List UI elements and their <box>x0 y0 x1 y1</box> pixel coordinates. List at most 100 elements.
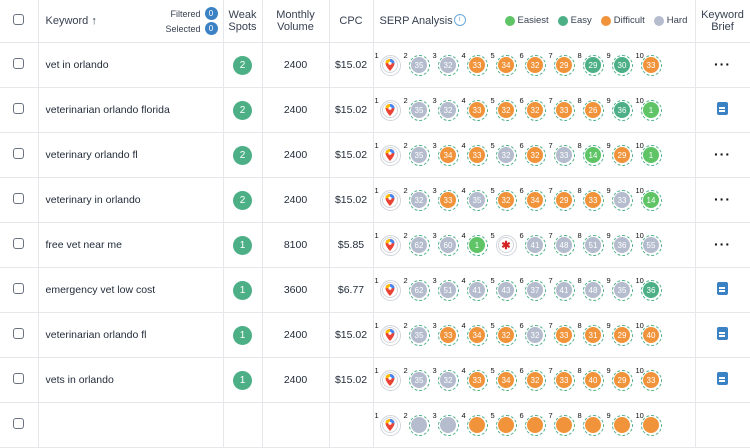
row-checkbox[interactable] <box>13 58 25 69</box>
serp-position[interactable]: 4 33 <box>462 96 491 123</box>
serp-score-badge[interactable]: 35 <box>411 327 427 343</box>
serp-score-badge[interactable]: 33 <box>469 57 485 73</box>
serp-score-badge[interactable]: 34 <box>527 192 543 208</box>
serp-position[interactable]: 2 35 <box>404 96 433 123</box>
keyword-header[interactable]: Keyword ↑ Filtered 0 Selected 0 <box>38 0 224 43</box>
serp-position[interactable]: 5 32 <box>491 321 520 348</box>
serp-position[interactable]: 5 34 <box>491 51 520 78</box>
serp-score-badge[interactable]: 35 <box>469 192 485 208</box>
row-checkbox[interactable] <box>13 373 25 384</box>
serp-score-badge[interactable] <box>556 417 572 433</box>
keyword-text[interactable]: emergency vet low cost <box>45 284 156 296</box>
serp-score-badge[interactable]: 33 <box>469 102 485 118</box>
serp-score-badge[interactable]: 32 <box>440 372 456 388</box>
serp-score-badge[interactable]: 1 <box>643 147 659 163</box>
serp-score-badge[interactable]: 32 <box>527 327 543 343</box>
serp-position[interactable]: 9 <box>607 411 636 438</box>
serp-score-badge[interactable]: 35 <box>411 147 427 163</box>
serp-score-badge[interactable]: 32 <box>440 57 456 73</box>
serp-position[interactable]: 4 41 <box>462 276 491 303</box>
serp-score-badge[interactable]: 37 <box>527 282 543 298</box>
serp-score-badge[interactable] <box>585 417 601 433</box>
keyword-text[interactable]: veterinary orlando fl <box>45 149 138 161</box>
serp-score-badge[interactable]: 32 <box>527 147 543 163</box>
serp-position[interactable]: 4 33 <box>462 141 491 168</box>
keyword-sort-label[interactable]: Keyword ↑ <box>45 15 97 27</box>
serp-score-badge[interactable]: 30 <box>614 57 630 73</box>
serp-score-badge[interactable]: 29 <box>614 147 630 163</box>
serp-position[interactable]: 3 34 <box>433 141 462 168</box>
serp-score-badge[interactable]: 32 <box>498 102 514 118</box>
serp-position[interactable]: 2 32 <box>404 186 433 213</box>
keyword-text[interactable]: veterinary in orlando <box>45 194 141 206</box>
weak-spots-header[interactable]: Weak Spots <box>223 0 263 43</box>
serp-score-badge[interactable]: 31 <box>585 327 601 343</box>
serp-position[interactable]: 3 51 <box>433 276 462 303</box>
more-options-icon[interactable]: ··· <box>714 145 731 162</box>
serp-position[interactable]: 10 40 <box>636 321 665 348</box>
serp-position[interactable]: 4 33 <box>462 366 491 393</box>
row-checkbox[interactable] <box>13 193 25 204</box>
serp-score-badge[interactable]: 36 <box>614 237 630 253</box>
serp-position[interactable]: 5 32 <box>491 186 520 213</box>
serp-score-badge[interactable]: 33 <box>440 327 456 343</box>
keyword-text[interactable]: vets in orlando <box>45 374 114 386</box>
serp-score-badge[interactable]: 34 <box>440 147 456 163</box>
serp-position[interactable]: 1 <box>375 51 404 78</box>
serp-position[interactable]: 5 ✱ <box>491 231 520 258</box>
serp-position[interactable]: 10 14 <box>636 186 665 213</box>
more-options-icon[interactable]: ··· <box>714 190 731 207</box>
serp-score-badge[interactable] <box>498 417 514 433</box>
serp-score-badge[interactable]: 32 <box>527 372 543 388</box>
serp-score-badge[interactable]: 32 <box>440 102 456 118</box>
serp-score-badge[interactable]: 33 <box>643 372 659 388</box>
monthly-volume-header[interactable]: Monthly Volume <box>262 0 330 43</box>
serp-score-badge[interactable]: 26 <box>585 102 601 118</box>
serp-position[interactable]: 10 1 <box>636 96 665 123</box>
serp-position[interactable]: 6 32 <box>520 51 549 78</box>
serp-score-badge[interactable]: 29 <box>556 57 572 73</box>
serp-score-badge[interactable]: 14 <box>643 192 659 208</box>
serp-position[interactable]: 5 32 <box>491 141 520 168</box>
serp-score-badge[interactable]: 1 <box>469 237 485 253</box>
serp-score-badge[interactable] <box>614 417 630 433</box>
serp-score-badge[interactable]: 33 <box>556 372 572 388</box>
serp-position[interactable]: 6 41 <box>520 231 549 258</box>
serp-position[interactable]: 7 48 <box>549 231 578 258</box>
serp-score-badge[interactable] <box>440 417 456 433</box>
serp-position[interactable]: 9 36 <box>607 231 636 258</box>
serp-position[interactable]: 6 34 <box>520 186 549 213</box>
serp-score-badge[interactable]: 35 <box>411 102 427 118</box>
serp-score-badge[interactable]: 51 <box>585 237 601 253</box>
keyword-brief-icon[interactable] <box>717 327 728 340</box>
serp-score-badge[interactable]: 36 <box>614 102 630 118</box>
serp-score-badge[interactable]: 33 <box>614 192 630 208</box>
serp-score-badge[interactable]: 29 <box>585 57 601 73</box>
serp-score-badge[interactable]: 43 <box>498 282 514 298</box>
serp-score-badge[interactable]: 60 <box>440 237 456 253</box>
row-checkbox[interactable] <box>13 238 25 249</box>
serp-position[interactable]: 7 29 <box>549 51 578 78</box>
serp-score-badge[interactable]: 55 <box>643 237 659 253</box>
info-icon[interactable]: i <box>453 14 466 26</box>
keyword-text[interactable]: veterinarian orlando florida <box>45 104 170 116</box>
serp-position[interactable]: 1 <box>375 186 404 213</box>
keyword-cell[interactable]: vet in orlando <box>38 42 224 88</box>
serp-position[interactable]: 3 32 <box>433 51 462 78</box>
row-checkbox[interactable] <box>13 148 25 159</box>
serp-score-badge[interactable]: 29 <box>556 192 572 208</box>
more-options-icon[interactable]: ··· <box>714 55 731 72</box>
keyword-cell[interactable] <box>38 402 224 448</box>
serp-position[interactable]: 7 33 <box>549 321 578 348</box>
serp-position[interactable]: 2 35 <box>404 141 433 168</box>
serp-score-badge[interactable] <box>643 417 659 433</box>
serp-score-badge[interactable]: 51 <box>440 282 456 298</box>
serp-position[interactable]: 3 32 <box>433 366 462 393</box>
serp-score-badge[interactable]: 48 <box>585 282 601 298</box>
serp-score-badge[interactable]: 14 <box>585 147 601 163</box>
keyword-cell[interactable]: vets in orlando <box>38 357 224 403</box>
serp-score-badge[interactable]: 41 <box>469 282 485 298</box>
serp-position[interactable]: 5 32 <box>491 96 520 123</box>
serp-score-badge[interactable]: 32 <box>498 192 514 208</box>
serp-score-badge[interactable]: 32 <box>527 102 543 118</box>
